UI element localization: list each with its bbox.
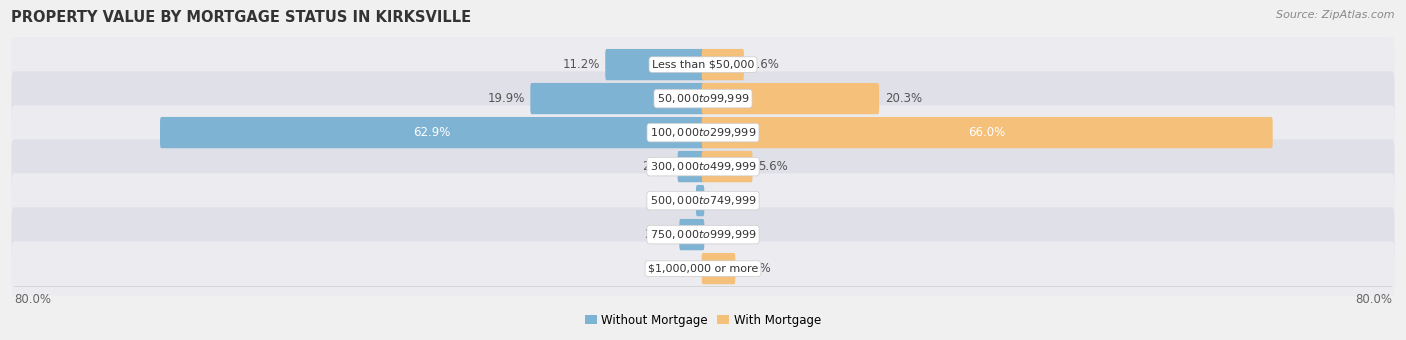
Text: 0.0%: 0.0%	[710, 194, 740, 207]
Text: 20.3%: 20.3%	[884, 92, 922, 105]
Text: 66.0%: 66.0%	[969, 126, 1005, 139]
FancyBboxPatch shape	[11, 105, 1395, 160]
Text: PROPERTY VALUE BY MORTGAGE STATUS IN KIRKSVILLE: PROPERTY VALUE BY MORTGAGE STATUS IN KIR…	[11, 10, 471, 25]
FancyBboxPatch shape	[160, 117, 704, 148]
Text: 2.6%: 2.6%	[644, 228, 673, 241]
Text: 5.6%: 5.6%	[758, 160, 787, 173]
Text: 0.67%: 0.67%	[654, 194, 690, 207]
FancyBboxPatch shape	[11, 139, 1395, 194]
Text: 80.0%: 80.0%	[1355, 293, 1392, 306]
FancyBboxPatch shape	[702, 253, 735, 284]
FancyBboxPatch shape	[679, 219, 704, 250]
Text: $100,000 to $299,999: $100,000 to $299,999	[650, 126, 756, 139]
FancyBboxPatch shape	[530, 83, 704, 114]
Text: 62.9%: 62.9%	[413, 126, 451, 139]
Text: 0.0%: 0.0%	[710, 228, 740, 241]
FancyBboxPatch shape	[11, 71, 1395, 126]
Text: 2.8%: 2.8%	[643, 160, 672, 173]
FancyBboxPatch shape	[696, 185, 704, 216]
FancyBboxPatch shape	[702, 49, 744, 80]
FancyBboxPatch shape	[11, 207, 1395, 262]
FancyBboxPatch shape	[11, 241, 1395, 296]
FancyBboxPatch shape	[678, 151, 704, 182]
FancyBboxPatch shape	[702, 117, 1272, 148]
Text: $500,000 to $749,999: $500,000 to $749,999	[650, 194, 756, 207]
Text: $300,000 to $499,999: $300,000 to $499,999	[650, 160, 756, 173]
FancyBboxPatch shape	[702, 151, 752, 182]
FancyBboxPatch shape	[11, 37, 1395, 92]
Text: 0.0%: 0.0%	[666, 262, 696, 275]
Text: 19.9%: 19.9%	[488, 92, 524, 105]
Legend: Without Mortgage, With Mortgage: Without Mortgage, With Mortgage	[581, 309, 825, 332]
Text: $750,000 to $999,999: $750,000 to $999,999	[650, 228, 756, 241]
Text: $1,000,000 or more: $1,000,000 or more	[648, 264, 758, 274]
Text: Source: ZipAtlas.com: Source: ZipAtlas.com	[1277, 10, 1395, 20]
Text: 3.6%: 3.6%	[741, 262, 770, 275]
Text: 80.0%: 80.0%	[14, 293, 51, 306]
Text: 11.2%: 11.2%	[562, 58, 599, 71]
Text: $50,000 to $99,999: $50,000 to $99,999	[657, 92, 749, 105]
FancyBboxPatch shape	[11, 173, 1395, 228]
Text: Less than $50,000: Less than $50,000	[652, 59, 754, 70]
Text: 4.6%: 4.6%	[749, 58, 779, 71]
FancyBboxPatch shape	[702, 83, 879, 114]
FancyBboxPatch shape	[605, 49, 704, 80]
